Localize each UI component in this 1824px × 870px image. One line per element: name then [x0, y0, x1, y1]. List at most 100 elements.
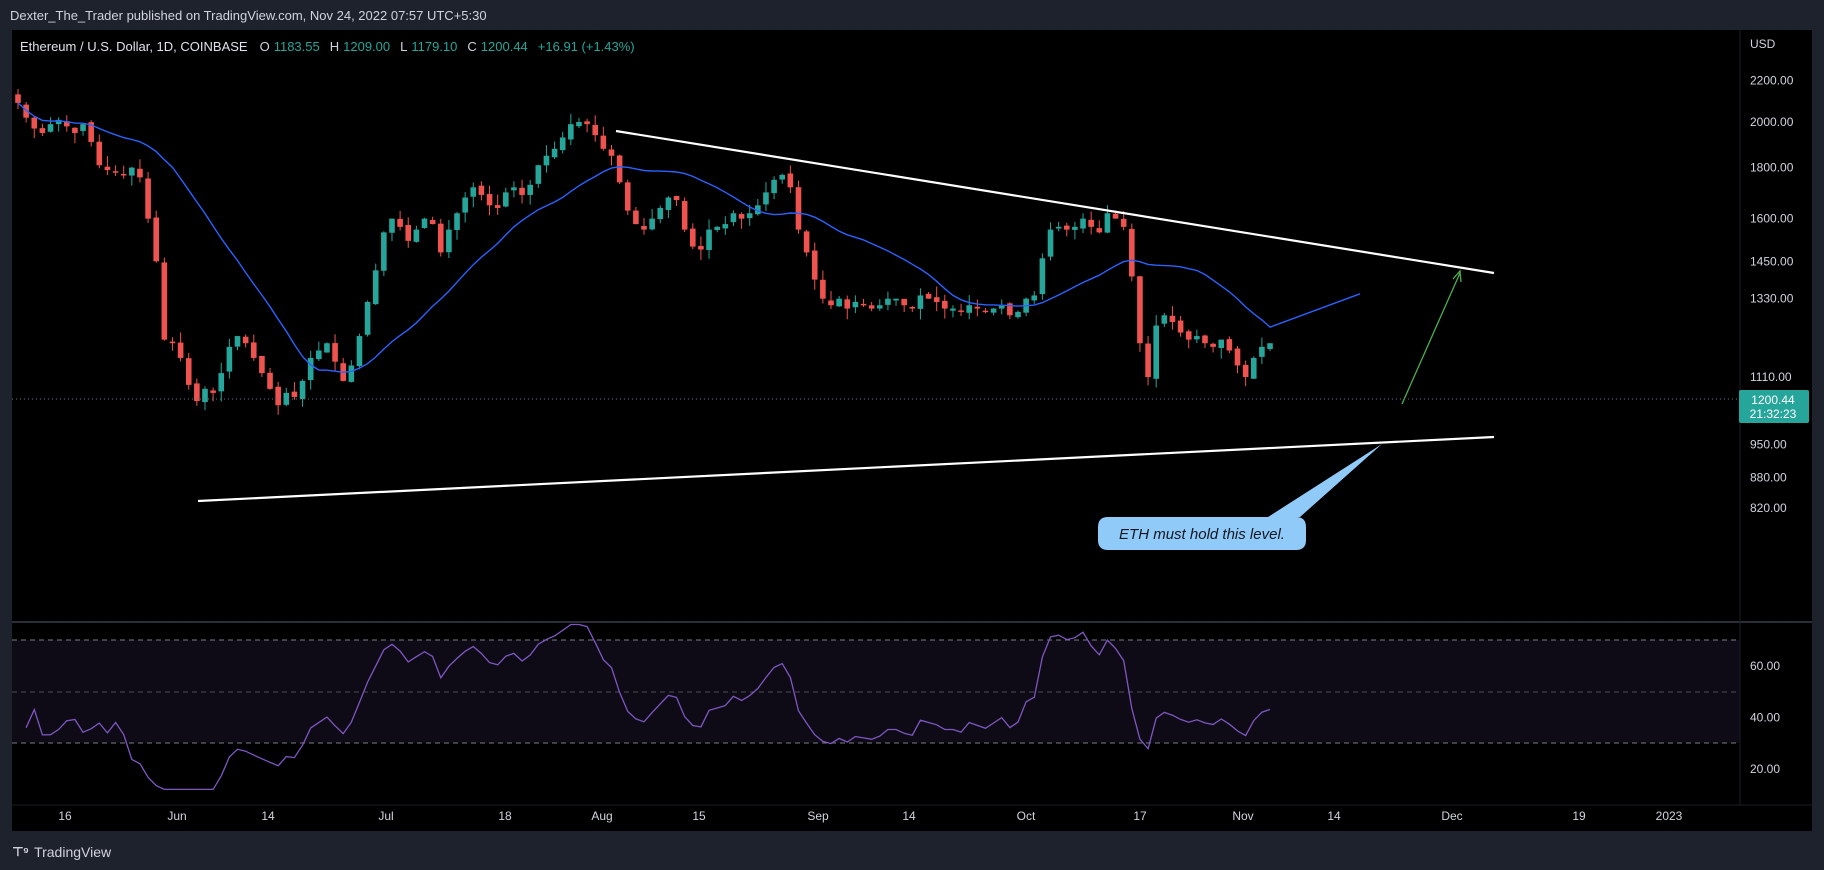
candle[interactable] [283, 387, 290, 407]
candle[interactable] [486, 185, 493, 216]
projection-arrow[interactable] [1401, 272, 1461, 405]
candle[interactable] [771, 176, 777, 200]
candle[interactable] [275, 381, 281, 415]
candle[interactable] [722, 216, 729, 235]
candle[interactable] [738, 212, 745, 229]
candle[interactable] [185, 352, 192, 390]
price-scale-ticks[interactable]: 2200.00 2000.00 1800.00 1600.00 1450.00 1330.… [1750, 74, 1794, 515]
candle[interactable] [820, 270, 826, 304]
candle[interactable] [584, 118, 590, 133]
candle[interactable] [389, 218, 395, 242]
candle[interactable] [852, 295, 859, 314]
candle[interactable] [1137, 276, 1143, 352]
candle[interactable] [226, 338, 233, 379]
candle[interactable] [860, 298, 867, 307]
candle[interactable] [104, 156, 111, 175]
candle[interactable] [681, 197, 688, 233]
candle[interactable] [340, 357, 346, 382]
candle[interactable] [137, 159, 143, 183]
candle[interactable] [1080, 213, 1086, 234]
candle[interactable] [1072, 221, 1078, 240]
candle[interactable] [129, 166, 135, 186]
candle[interactable] [535, 164, 542, 188]
candle[interactable] [413, 225, 420, 243]
candle[interactable] [1015, 310, 1021, 319]
candle[interactable] [755, 199, 761, 216]
candle[interactable] [316, 341, 322, 361]
rsi-scale-ticks[interactable]: 60.00 40.00 20.00 [1750, 659, 1780, 776]
footer-brand[interactable]: TradingView [34, 843, 112, 860]
candle[interactable] [1088, 211, 1094, 235]
candle[interactable] [145, 172, 151, 224]
candle[interactable] [1202, 334, 1208, 349]
candle[interactable] [1210, 342, 1216, 353]
candle[interactable] [901, 298, 907, 313]
candle[interactable] [592, 115, 599, 142]
annotation-callout[interactable] [1098, 444, 1382, 550]
candle[interactable] [1169, 306, 1176, 330]
candle[interactable] [429, 216, 436, 225]
candle[interactable] [454, 211, 460, 240]
candle[interactable] [974, 299, 981, 317]
candle[interactable] [787, 165, 794, 194]
candle[interactable] [746, 204, 753, 226]
candle[interactable] [1267, 343, 1273, 351]
candle[interactable] [1161, 312, 1168, 327]
symbol-legend[interactable]: Ethereum / U.S. Dollar, 1D, COINBASE O 11… [20, 39, 641, 54]
candle[interactable] [657, 205, 664, 224]
candle[interactable] [470, 182, 477, 208]
candle[interactable] [1226, 336, 1233, 354]
candle[interactable] [218, 362, 225, 402]
candle[interactable] [364, 300, 371, 337]
candle[interactable] [698, 236, 704, 260]
candle[interactable] [397, 210, 403, 231]
candle[interactable] [950, 305, 956, 318]
candle[interactable] [372, 263, 379, 306]
candle[interactable] [80, 122, 86, 136]
candle[interactable] [503, 187, 509, 208]
candle[interactable] [291, 382, 298, 400]
candle[interactable] [836, 296, 842, 307]
candle[interactable] [893, 298, 899, 306]
candle[interactable] [543, 145, 550, 173]
candle[interactable] [332, 334, 338, 371]
candle[interactable] [811, 242, 818, 290]
candle[interactable] [551, 141, 558, 160]
candle[interactable] [1185, 329, 1192, 349]
candle[interactable] [933, 286, 940, 312]
time-scale-ticks[interactable]: 16 Jun 14 Jul 18 Aug 15 Sep 14 Oct 17 Nov 14 Dec 19 202… [58, 809, 1682, 823]
candle[interactable] [307, 350, 314, 390]
candle[interactable] [803, 229, 810, 257]
candle[interactable] [885, 291, 891, 311]
support-trendline[interactable] [197, 435, 1495, 503]
candle[interactable] [795, 180, 802, 234]
candle[interactable] [47, 117, 54, 133]
candle[interactable] [844, 295, 851, 320]
candle[interactable] [1242, 360, 1249, 387]
candle[interactable] [478, 181, 485, 201]
tradingview-logo-icon[interactable]: ⊤⁹ [12, 843, 29, 859]
candle[interactable] [998, 299, 1005, 315]
candle[interactable] [161, 257, 168, 341]
candle[interactable] [1096, 220, 1103, 234]
rsi-line[interactable] [25, 623, 1271, 791]
candle[interactable] [299, 379, 306, 407]
candle[interactable] [1063, 222, 1070, 237]
candle[interactable] [519, 179, 525, 204]
candle[interactable] [958, 303, 964, 316]
candle[interactable] [381, 231, 387, 276]
candle[interactable] [31, 116, 38, 139]
moving-average-line[interactable] [17, 102, 1361, 374]
candle[interactable] [868, 301, 875, 312]
candle[interactable] [356, 333, 363, 370]
candle[interactable] [494, 194, 501, 215]
candle[interactable] [437, 218, 444, 257]
candle[interactable] [990, 307, 997, 316]
candle[interactable] [576, 117, 582, 129]
candle[interactable] [876, 299, 883, 311]
candle[interactable] [1250, 356, 1257, 379]
candle[interactable] [966, 295, 973, 320]
candle[interactable] [689, 223, 696, 250]
candle[interactable] [1047, 222, 1054, 261]
candle[interactable] [120, 165, 127, 179]
